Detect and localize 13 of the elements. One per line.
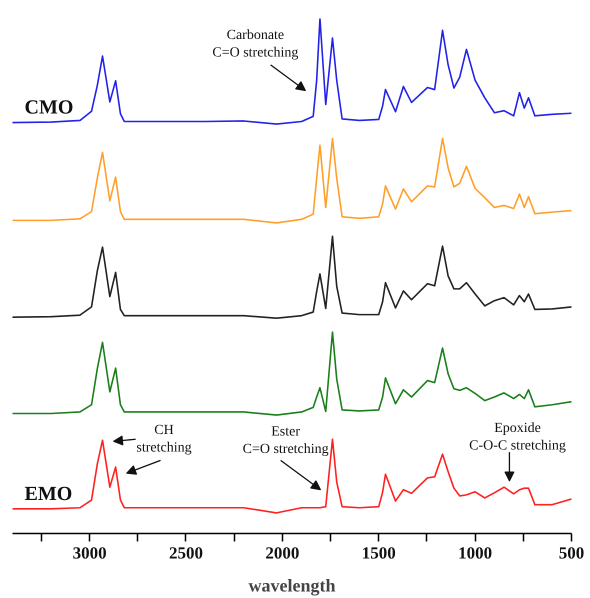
x-axis-title: wavelength bbox=[248, 576, 336, 596]
x-tick-label: 1000 bbox=[458, 544, 492, 562]
series-label: CMO bbox=[24, 96, 74, 119]
annotation: CH stretching bbox=[136, 423, 192, 456]
annotation: Ester C=O stretching bbox=[242, 424, 329, 457]
x-tick-label: 3000 bbox=[72, 544, 107, 562]
annotation: Carbonate C=O stretching bbox=[212, 28, 298, 60]
x-tick-label: 2500 bbox=[168, 544, 203, 562]
x-tick-label: 500 bbox=[558, 544, 584, 562]
x-tick-label: 1500 bbox=[362, 544, 396, 562]
annotation: Epoxide C-O-C stretching bbox=[469, 421, 566, 454]
x-tick-label: 2000 bbox=[265, 544, 300, 562]
series-label: EMO bbox=[24, 482, 72, 505]
